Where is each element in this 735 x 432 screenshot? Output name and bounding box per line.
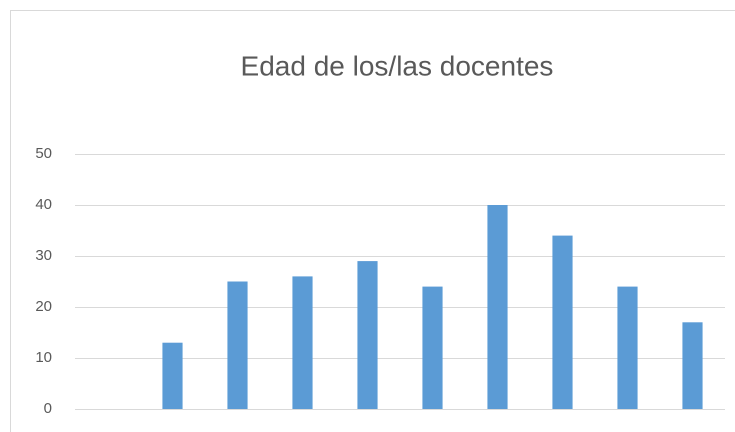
bar (682, 322, 703, 409)
y-tick-label: 0 (44, 400, 52, 417)
y-tick-label: 10 (35, 349, 52, 366)
bar (617, 286, 638, 409)
bar (487, 205, 508, 409)
bar (552, 235, 573, 409)
y-tick-label: 20 (35, 298, 52, 315)
bar (162, 342, 183, 409)
bar (227, 281, 248, 409)
bar (292, 276, 313, 409)
bar (357, 261, 378, 409)
chart-title: Edad de los/las docentes (241, 50, 554, 81)
y-tick-label: 50 (35, 145, 52, 162)
y-tick-label: 40 (35, 196, 52, 213)
y-tick-label: 30 (35, 247, 52, 264)
bar (422, 286, 443, 409)
